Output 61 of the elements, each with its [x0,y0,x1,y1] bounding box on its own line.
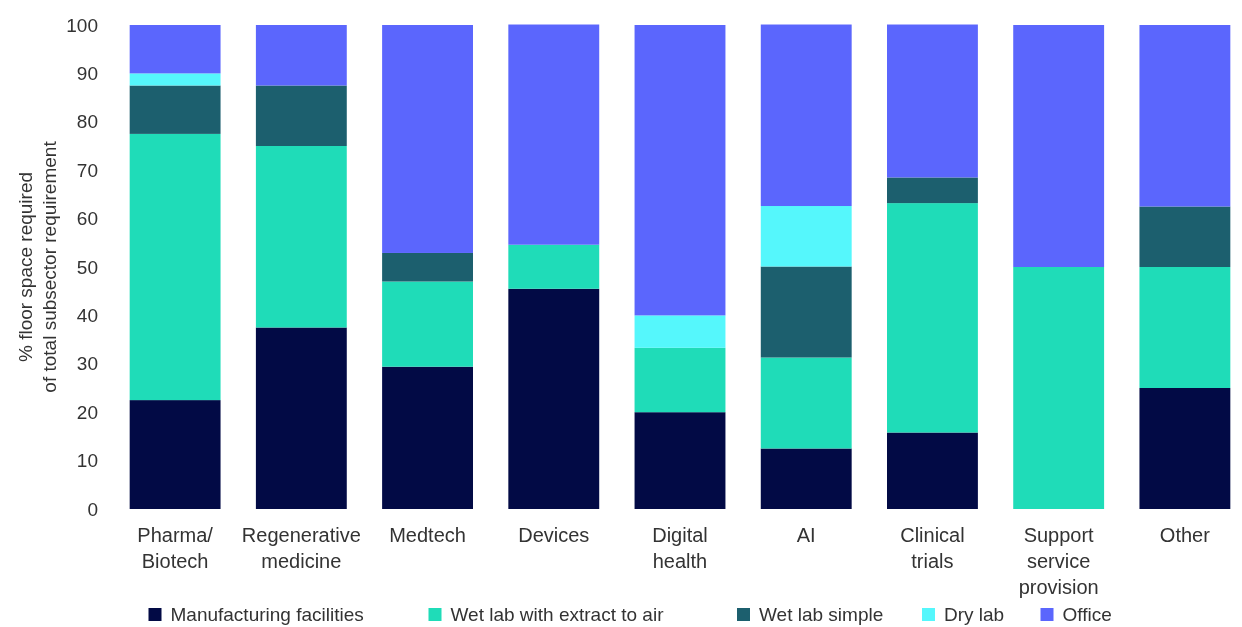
bar [255,85,347,146]
bar [1139,25,1231,207]
bar [1013,25,1105,267]
bar [1013,267,1105,509]
bar [887,24,978,178]
y-tick-label: 70 [76,159,98,181]
y-tick-label: 90 [76,63,98,85]
bar [634,25,726,316]
y-tick-label: 10 [76,450,98,472]
bar [382,366,473,509]
bar [634,347,726,413]
bar [760,24,852,207]
bar [760,266,852,358]
bar [129,73,221,86]
y-tick-label: 80 [76,111,98,133]
bar [508,288,600,509]
bar [760,448,852,509]
bar [508,244,600,289]
y-tick-label: 100 [66,14,98,36]
legend-label: Manufacturing facilities [170,604,364,625]
y-tick-label: 0 [87,498,98,520]
x-tick-label: Digital health [652,524,708,572]
y-tick-label: 40 [76,305,98,327]
bar [887,432,978,509]
bar [1139,206,1231,267]
bar [887,203,978,433]
bar [255,25,347,86]
x-tick-label: Support service provision [1018,524,1099,598]
bar [760,357,852,449]
x-tick-label: Clinical trials [900,524,965,572]
bar [760,206,852,267]
bar [255,146,347,328]
bar [382,281,473,367]
bar [634,412,726,509]
y-tick-label: 50 [76,256,98,278]
y-tick-label: 60 [76,208,98,230]
legend-label: Office [1062,604,1112,625]
x-tick-label: Medtech [389,524,466,546]
y-tick-label: 20 [76,401,98,423]
bar [129,400,221,509]
bar [634,315,726,348]
bar [129,133,221,401]
x-tick-label: Other [1159,524,1211,546]
legend-label: Wet lab simple [759,604,884,625]
x-tick-label: Pharma/Biotech [137,524,214,572]
bar [382,25,473,253]
bar [255,327,347,509]
bar [382,252,473,282]
y-tick-label: 30 [76,353,98,375]
bar [1139,388,1231,509]
bar [129,85,221,134]
bar [887,177,978,204]
y-axis-title: % floor space required of total subsector requirement [15,140,60,393]
bar [129,25,221,74]
legend-label: Dry lab [944,604,1005,625]
bar [508,24,600,245]
bar [1139,267,1231,388]
x-tick-label: AI [796,524,816,546]
x-tick-label: Devices [518,524,590,546]
legend-label: Wet lab with extract to air [450,604,665,625]
x-tick-label: Regenerative medicine [241,524,361,572]
